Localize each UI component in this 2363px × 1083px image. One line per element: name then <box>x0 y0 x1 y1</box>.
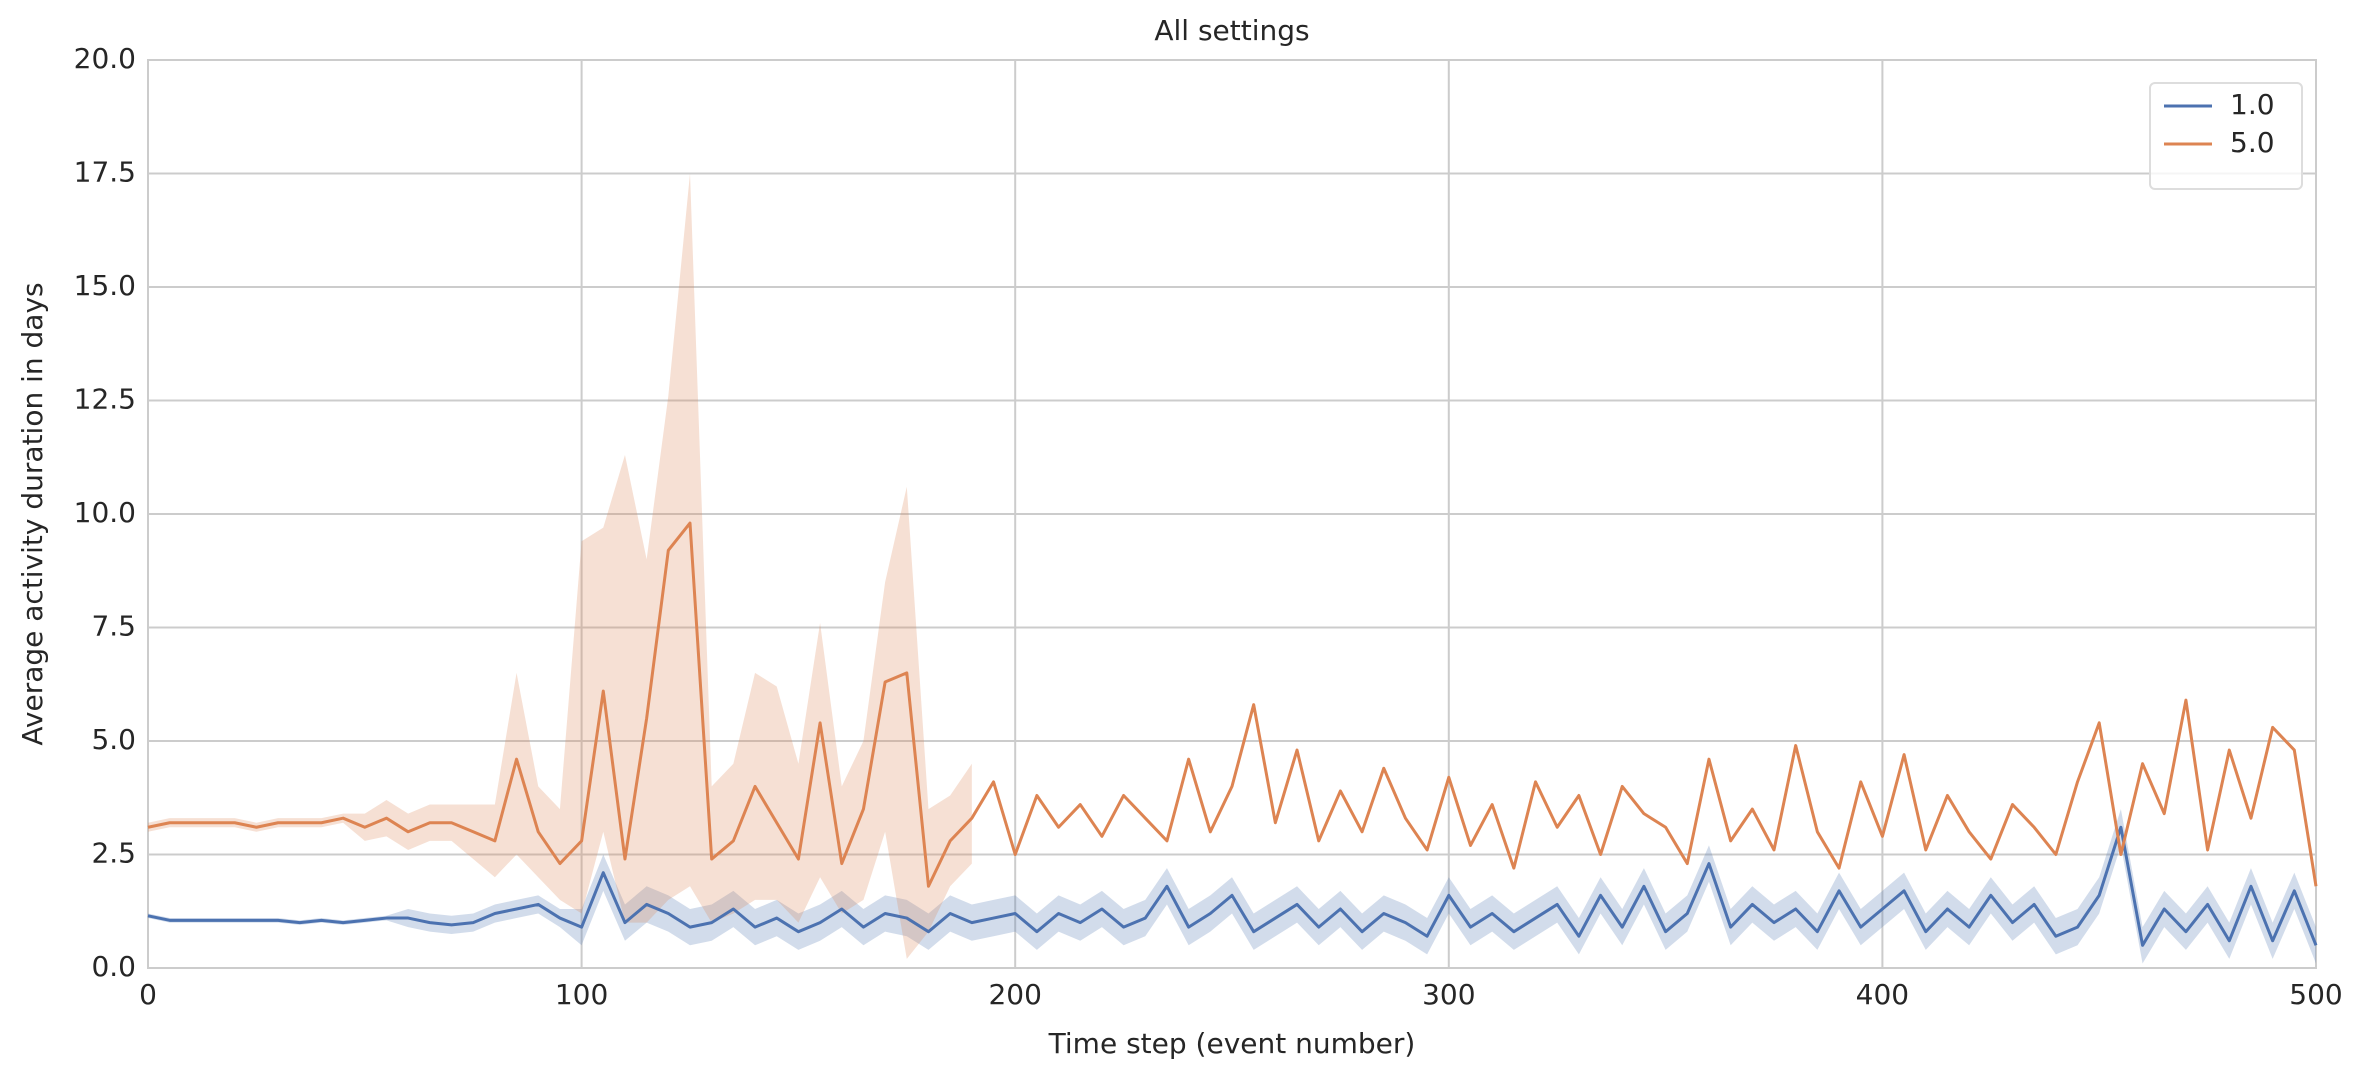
y-tick-label: 20.0 <box>74 42 136 75</box>
y-tick-label: 12.5 <box>74 383 136 416</box>
legend-label: 1.0 <box>2230 88 2275 121</box>
confidence-band <box>148 809 2316 964</box>
y-tick-label: 5.0 <box>91 723 136 756</box>
y-axis-label: Average activity duration in days <box>16 282 49 745</box>
y-tick-label: 0.0 <box>91 950 136 983</box>
y-tick-label: 7.5 <box>91 610 136 643</box>
legend-box <box>2149 82 2303 190</box>
series-line <box>147 825 2318 947</box>
x-tick-label: 300 <box>1422 978 1475 1011</box>
y-tick-label: 17.5 <box>74 156 136 189</box>
confidence-band <box>148 173 972 959</box>
y-tick-label: 2.5 <box>91 837 136 870</box>
x-tick-label: 500 <box>2289 978 2342 1011</box>
plot-frame <box>147 59 2317 969</box>
x-tick-label: 100 <box>555 978 608 1011</box>
x-tick-label: 200 <box>988 978 1041 1011</box>
y-tick-label: 15.0 <box>74 269 136 302</box>
y-tick-label: 10.0 <box>74 496 136 529</box>
chart-title: All settings <box>1154 14 1309 47</box>
x-tick-label: 0 <box>139 978 157 1011</box>
x-tick-label: 400 <box>1856 978 1909 1011</box>
series-line <box>147 521 2318 888</box>
x-axis-label: Time step (event number) <box>1048 1027 1416 1060</box>
legend-label: 5.0 <box>2230 126 2275 159</box>
